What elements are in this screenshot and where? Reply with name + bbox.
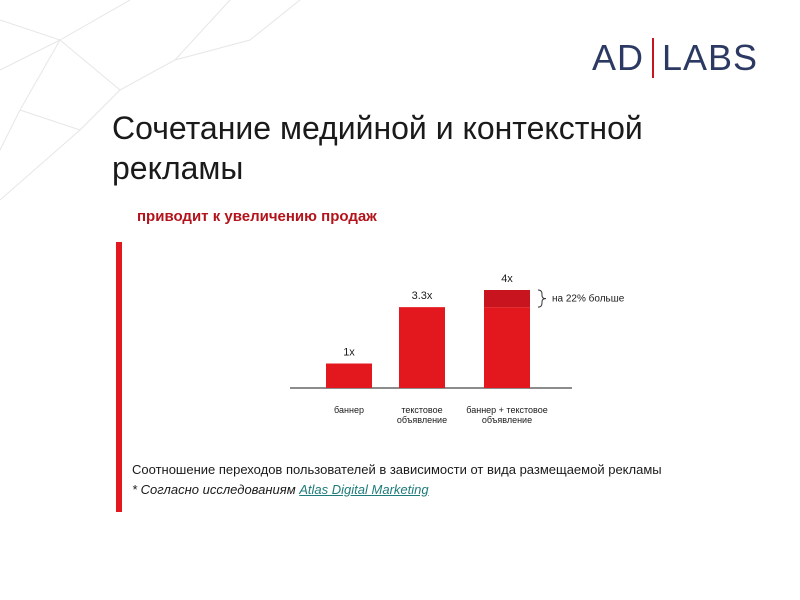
category-label-1: текстовое объявление bbox=[397, 405, 447, 425]
page-title: Сочетание медийной и контекстной рекламы bbox=[112, 110, 643, 186]
accent-vertical-bar bbox=[116, 242, 122, 512]
source-note: * Согласно исследованиям Atlas Digital M… bbox=[132, 482, 429, 497]
source-note-prefix: * Согласно исследованиям bbox=[132, 482, 300, 497]
bar-0 bbox=[326, 363, 372, 388]
logo-left: AD bbox=[592, 37, 645, 78]
increment-bracket bbox=[537, 289, 547, 308]
logo-right: LABS bbox=[662, 37, 759, 78]
logo-separator bbox=[652, 38, 655, 78]
chart-caption: Соотношение переходов пользователей в за… bbox=[132, 462, 662, 477]
increment-label: на 22% больше bbox=[552, 293, 625, 305]
bar-2-increment bbox=[484, 290, 530, 308]
adlabs-logo: AD LABS bbox=[592, 37, 759, 78]
data-label-1: 3.3x bbox=[412, 290, 433, 302]
bar-2 bbox=[484, 307, 530, 388]
category-label-0: баннер bbox=[334, 405, 364, 415]
source-link[interactable]: Atlas Digital Marketing bbox=[299, 482, 429, 497]
category-label-2: баннер + текстовое объявление bbox=[466, 405, 547, 425]
data-label-2: 4x bbox=[501, 273, 513, 285]
page-subtitle: приводит к увеличению продаж bbox=[137, 208, 377, 225]
data-label-0: 1x bbox=[343, 347, 355, 359]
bar-1 bbox=[399, 307, 445, 388]
